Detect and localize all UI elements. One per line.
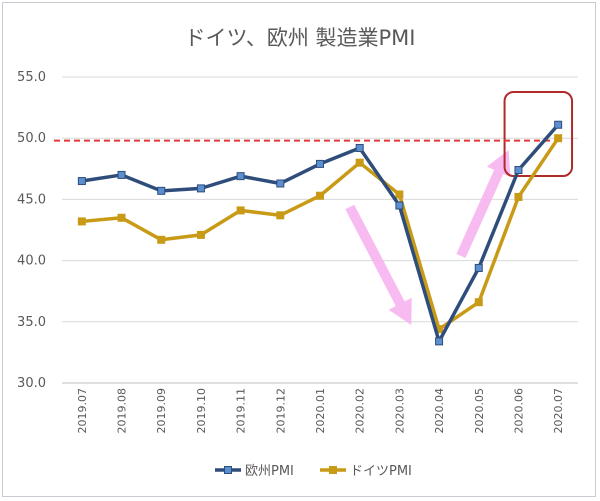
legend: 欧州PMI ドイツPMI [215,464,412,479]
x-axis: 2019.07 2019.08 2019.09 2019.10 2019.11 2019.… [76,388,565,434]
data-point [514,166,523,175]
data-point [117,213,126,222]
x-tick-label: 2020.02 [354,388,367,434]
data-point [514,192,523,201]
legend-marker [224,466,232,474]
x-tick-label: 2019.09 [155,388,168,434]
x-tick-label: 2019.08 [116,388,129,434]
data-point [355,158,364,167]
legend-item-0: 欧州PMI [215,464,294,479]
legend-label: ドイツPMI [350,464,412,479]
data-point [474,263,483,272]
legend-label: 欧州PMI [245,464,294,479]
data-point [236,206,245,215]
y-tick-label: 35.0 [17,315,46,330]
data-point [77,177,86,186]
up-arrow-annotation [456,150,511,259]
series-0 [77,120,563,346]
data-point [395,201,404,210]
data-point [157,186,166,195]
annotations [345,91,574,325]
x-tick-label: 2019.12 [274,388,287,434]
x-tick-label: 2020.05 [473,388,486,434]
highlight-box [503,91,574,177]
y-tick-label: 50.0 [17,131,46,146]
series-line [81,123,560,344]
legend-item-1: ドイツPMI [320,464,412,479]
y-tick-label: 30.0 [17,376,46,391]
data-point [435,337,444,346]
data-point [474,298,483,307]
x-tick-label: 2020.01 [314,388,327,434]
data-point [355,143,364,152]
data-point [554,120,563,129]
data-point [395,190,404,199]
x-tick-label: 2019.10 [195,388,208,434]
data-point [117,170,126,179]
data-point [196,184,205,193]
legend-marker [329,466,337,474]
x-tick-label: 2019.11 [235,388,248,434]
down-arrow-annotation [345,204,412,325]
x-tick-label: 2020.07 [552,388,565,434]
data-point [316,191,324,200]
series-layer [77,120,563,346]
data-point [77,217,86,226]
y-tick-label: 40.0 [17,254,46,269]
x-tick-label: 2020.03 [393,388,406,434]
y-axis: 30.0 35.0 40.0 45.0 50.0 55.0 [17,70,46,391]
data-point [316,159,324,168]
series-1 [77,134,563,334]
data-point [554,134,563,143]
y-tick-label: 55.0 [17,70,46,85]
data-point [236,172,245,181]
x-tick-label: 2020.06 [512,388,525,434]
grid [62,76,578,384]
x-tick-label: 2019.07 [76,388,89,434]
data-point [196,230,205,239]
data-point [157,235,166,244]
x-tick-label: 2020.04 [433,388,446,434]
chart-title: ドイツ、欧州 製造業PMI [184,26,416,50]
y-tick-label: 45.0 [17,192,46,207]
data-point [276,179,285,188]
data-point [276,211,285,220]
